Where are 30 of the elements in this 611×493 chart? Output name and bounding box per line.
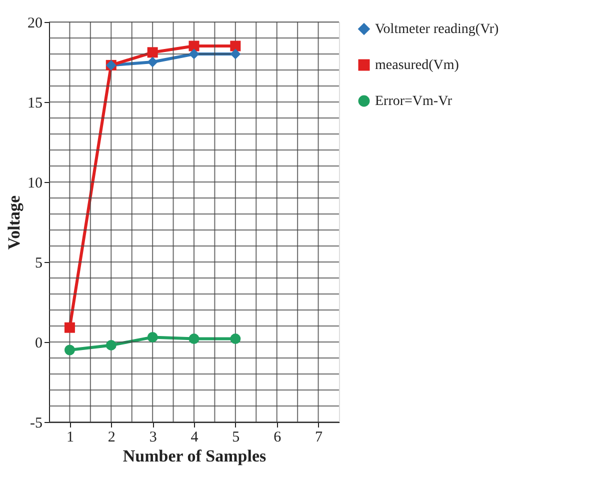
legend-label: Error=Vm-Vr — [375, 94, 452, 109]
y-tick-label: 15 — [28, 96, 42, 112]
y-tick-label: 0 — [35, 336, 42, 352]
point — [188, 334, 200, 344]
point — [230, 48, 241, 60]
point — [147, 332, 158, 342]
x-tick-label: 6 — [274, 430, 282, 446]
y-tick-label: 5 — [35, 256, 42, 272]
point — [188, 40, 200, 52]
y-tick-label: 20 — [28, 16, 42, 32]
point — [147, 47, 158, 58]
y-tick-label: -5 — [30, 416, 42, 432]
point — [147, 56, 158, 68]
x-axis-title: Number of Samples — [122, 446, 267, 466]
x-tick-label: 1 — [66, 430, 74, 446]
x-tick-label: 4 — [190, 430, 199, 446]
point — [106, 340, 116, 350]
legend-label: Voltmeter reading(Vr) — [375, 22, 500, 37]
legend-label: measured(Vm) — [375, 58, 460, 73]
x-tick-label: 7 — [315, 430, 324, 446]
point — [230, 334, 241, 344]
x-tick-label: 2 — [108, 430, 116, 446]
point — [230, 40, 241, 52]
point — [188, 48, 200, 60]
x-tick-label: 5 — [232, 430, 240, 446]
y-axis-title: Voltage — [4, 194, 24, 250]
point — [64, 344, 75, 356]
point — [64, 322, 75, 333]
y-tick-label: 10 — [28, 176, 42, 192]
x-tick-label: 3 — [149, 430, 157, 446]
